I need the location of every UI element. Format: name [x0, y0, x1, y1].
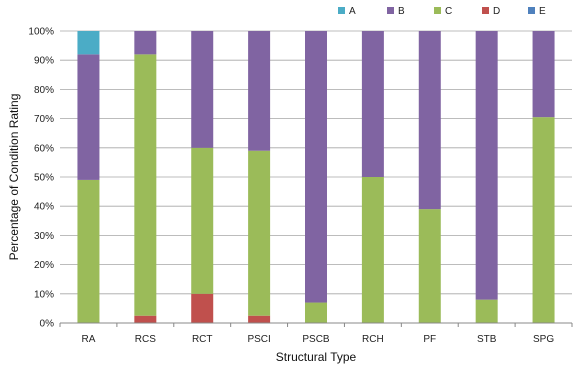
y-tick-label: 0%	[40, 319, 55, 330]
bar-segment-rcs-d	[134, 315, 157, 323]
legend: A B C D E	[338, 6, 546, 17]
bar-segment-pscb-b	[305, 31, 327, 303]
bars	[77, 31, 555, 323]
bar-segment-rch-c	[361, 177, 384, 323]
bar-segment-spg-c	[532, 117, 555, 323]
bar-segment-stb-c	[475, 299, 498, 323]
bar-segment-ra-b	[77, 54, 100, 180]
x-axis-ticks: RA RCS RCT PSCI PSCB RCH PF STB SPG	[59, 323, 573, 345]
bar-segment-rch-b	[361, 31, 384, 177]
bar-segment-rcs-c	[134, 54, 157, 316]
x-tick-label: RCT	[192, 334, 213, 345]
y-tick-label: 20%	[34, 260, 54, 271]
x-tick-label: STB	[477, 334, 497, 345]
legend-swatch-e	[528, 7, 535, 14]
y-tick-label: 80%	[34, 85, 54, 96]
bar-segment-spg-b	[532, 31, 555, 118]
x-tick-label: RCS	[135, 334, 156, 345]
y-tick-label: 70%	[34, 114, 54, 125]
bar-segment-rct-d	[191, 293, 214, 323]
y-tick-label: 90%	[34, 56, 54, 67]
legend-label-a: A	[349, 6, 356, 17]
y-tick-label: 10%	[34, 289, 54, 300]
x-tick-label: RCH	[362, 334, 384, 345]
legend-swatch-c	[434, 7, 441, 14]
bar-segment-stb-b	[475, 31, 498, 300]
bar-segment-psci-b	[248, 31, 271, 151]
y-tick-label: 60%	[34, 143, 54, 154]
legend-swatch-b	[387, 7, 394, 14]
x-tick-label: PSCI	[247, 334, 270, 345]
y-axis-label: Percentage of Condition Rating	[7, 94, 21, 261]
y-tick-label: 30%	[34, 231, 54, 242]
bar-segment-ra-a	[77, 31, 100, 55]
x-axis-label: Structural Type	[276, 350, 357, 364]
bar-segment-pscb-c	[305, 302, 327, 323]
x-tick-label: PSCB	[302, 334, 330, 345]
bar-segment-pf-b	[418, 31, 441, 210]
x-tick-label: PF	[423, 334, 436, 345]
legend-label-d: D	[493, 6, 500, 17]
bar-segment-psci-c	[248, 150, 271, 316]
bar-segment-pf-c	[418, 209, 441, 323]
bar-segment-rcs-b	[134, 31, 157, 55]
y-axis-ticks: 0% 10% 20% 30% 40% 50% 60% 70% 80% 90% 100%	[28, 27, 54, 330]
y-tick-label: 50%	[34, 173, 54, 184]
bar-segment-ra-c	[77, 179, 100, 323]
legend-swatch-a	[338, 7, 345, 14]
x-tick-label: RA	[81, 334, 95, 345]
y-tick-label: 100%	[28, 27, 54, 38]
bar-segment-rct-b	[191, 31, 214, 148]
legend-label-b: B	[398, 6, 405, 17]
x-tick-label: SPG	[533, 334, 554, 345]
legend-swatch-d	[482, 7, 489, 14]
legend-label-e: E	[539, 6, 546, 17]
legend-label-c: C	[445, 6, 452, 17]
bar-segment-rct-c	[191, 147, 214, 294]
y-tick-label: 40%	[34, 202, 54, 213]
bar-segment-psci-d	[248, 315, 271, 323]
